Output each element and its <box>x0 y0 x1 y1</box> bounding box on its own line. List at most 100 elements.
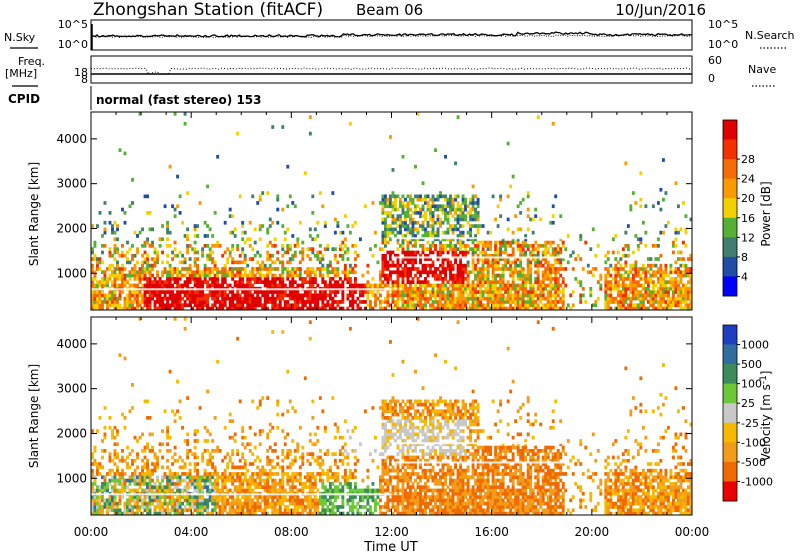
heatmap-cell <box>236 495 239 499</box>
heatmap-cell <box>462 218 465 222</box>
heatmap-cell <box>394 284 397 288</box>
heatmap-cell <box>587 264 590 268</box>
heatmap-cell <box>534 247 537 251</box>
heatmap-cell <box>94 257 97 261</box>
heatmap-cell <box>96 297 99 301</box>
heatmap-cell <box>477 211 480 215</box>
heatmap-cell <box>301 499 304 503</box>
heatmap-cell <box>427 224 430 228</box>
heatmap-cell <box>349 277 352 281</box>
heatmap-cell <box>454 224 457 228</box>
heatmap-cell <box>554 251 557 255</box>
heatmap-cell <box>309 294 312 298</box>
heatmap-cell <box>444 297 447 301</box>
heatmap-cell <box>141 277 144 281</box>
heatmap-cell <box>266 475 269 479</box>
heatmap-cell <box>194 297 197 301</box>
heatmap-cell <box>116 228 119 232</box>
heatmap-cell <box>191 495 194 499</box>
heatmap-cell <box>637 297 640 301</box>
heatmap-cell <box>256 290 259 294</box>
heatmap-cell <box>427 231 430 235</box>
heatmap-cell <box>284 508 287 512</box>
heatmap-cell <box>634 287 637 291</box>
heatmap-cell <box>206 502 209 506</box>
heatmap-cell <box>214 264 217 268</box>
heatmap-cell <box>121 472 124 476</box>
heatmap-cell <box>604 277 607 281</box>
heatmap-cell <box>206 224 209 228</box>
heatmap-cell <box>166 505 169 509</box>
heatmap-cell <box>419 198 422 202</box>
heatmap-cell <box>477 274 480 278</box>
heatmap-cell <box>659 290 662 294</box>
heatmap-cell <box>326 247 329 251</box>
heatmap-cell <box>244 472 247 476</box>
heatmap-cell <box>407 261 410 265</box>
heatmap-cell <box>449 244 452 248</box>
heatmap-cell <box>131 257 134 261</box>
heatmap-cell <box>286 452 289 456</box>
heatmap-cell <box>169 495 172 499</box>
heatmap-cell <box>181 495 184 499</box>
heatmap-cell <box>311 277 314 281</box>
heatmap-cell <box>176 508 179 512</box>
heatmap-cell <box>659 254 662 258</box>
heatmap-cell <box>249 482 252 486</box>
heatmap-cell <box>201 456 204 460</box>
heatmap-cell <box>269 446 272 450</box>
heatmap-cell <box>397 267 400 271</box>
heatmap-cell <box>424 303 427 307</box>
heatmap-cell <box>171 462 174 466</box>
heatmap-cell <box>194 228 197 232</box>
heatmap-cell <box>469 247 472 251</box>
heatmap-cell <box>151 469 154 473</box>
colorbar-segment <box>723 198 737 218</box>
heatmap-cell <box>196 303 199 307</box>
heatmap-cell <box>141 297 144 301</box>
heatmap-cell <box>189 505 192 509</box>
heatmap-cell <box>417 290 420 294</box>
heatmap-cell <box>462 251 465 255</box>
heatmap-cell <box>304 294 307 298</box>
heatmap-cell <box>189 482 192 486</box>
heatmap-cell <box>114 508 117 512</box>
heatmap-cell <box>211 508 214 512</box>
heatmap-cell <box>214 482 217 486</box>
heatmap-cell <box>156 251 159 255</box>
noise-left-tick-bottom: 10^0 <box>58 38 88 51</box>
heatmap-cell <box>151 274 154 278</box>
heatmap-cell <box>264 472 267 476</box>
heatmap-cell <box>487 267 490 271</box>
heatmap-cell <box>657 201 660 205</box>
heatmap-cell <box>289 284 292 288</box>
heatmap-cell <box>124 254 127 258</box>
heatmap-cell <box>176 204 179 208</box>
heatmap-cell <box>349 284 352 288</box>
heatmap-cell <box>356 254 359 258</box>
heatmap-cell <box>517 290 520 294</box>
heatmap-cell <box>351 290 354 294</box>
heatmap-cell <box>472 218 475 222</box>
heatmap-cell <box>554 287 557 291</box>
heatmap-cell <box>319 294 322 298</box>
heatmap-cell <box>647 270 650 274</box>
heatmap-cell <box>381 211 384 215</box>
heatmap-cell <box>151 244 154 248</box>
heatmap-cell <box>677 294 680 298</box>
heatmap-cell <box>94 449 97 453</box>
heatmap-cell <box>179 416 182 420</box>
heatmap-cell <box>654 297 657 301</box>
heatmap-cell <box>101 261 104 265</box>
heatmap-cell <box>164 485 167 489</box>
heatmap-cell <box>174 254 177 258</box>
heatmap-cell <box>657 267 660 271</box>
heatmap-cell <box>434 267 437 271</box>
heatmap-cell <box>512 241 515 245</box>
heatmap-cell <box>637 290 640 294</box>
heatmap-cell <box>667 303 670 307</box>
heatmap-cell <box>144 300 147 304</box>
heatmap-cell <box>479 270 482 274</box>
heatmap-cell <box>454 284 457 288</box>
heatmap-cell <box>136 303 139 307</box>
